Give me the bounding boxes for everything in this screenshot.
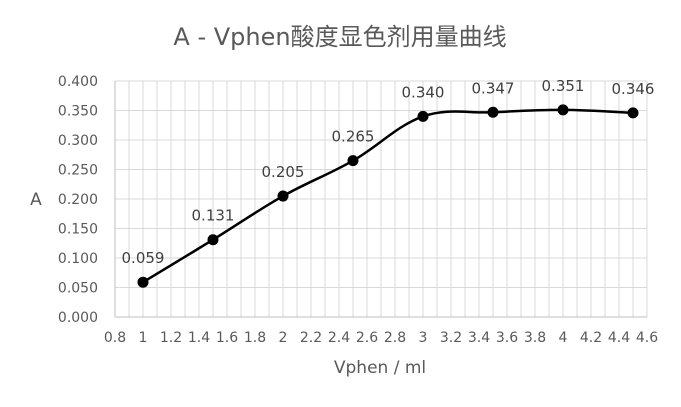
x-tick-label: 0.8: [104, 330, 126, 346]
y-tick-labels: 0.000 0.050 0.100 0.150 0.200 0.250 0.300 0.350…: [58, 74, 98, 326]
x-axis-title: Vphen / ml: [334, 358, 426, 378]
x-tick-label: 2.6: [356, 330, 378, 346]
x-tick-label: 2.4: [328, 330, 350, 346]
y-tick-label: 0.350: [58, 104, 98, 120]
x-tick-label: 3.6: [496, 330, 518, 346]
axis-layer: [114, 81, 647, 318]
x-tick-label: 4.2: [580, 330, 602, 346]
y-tick-label: 0.050: [58, 281, 98, 297]
y-tick-label: 0.200: [58, 192, 98, 208]
x-tick-label: 1.6: [216, 330, 238, 346]
data-point: [137, 276, 149, 288]
data-label: 0.346: [612, 80, 655, 98]
x-tick-label: 4: [559, 330, 568, 346]
y-tick-label: 0.150: [58, 222, 98, 238]
chart-title: A - Vphen酸度显色剂用量曲线: [173, 23, 506, 51]
data-label: 0.205: [262, 163, 305, 181]
x-tick-labels: 0.8 1 1.2 1.4 1.6 1.8 2 2.2 2.4 2.6 2.8 3 3.2 3.4 3.6 3…: [104, 330, 658, 346]
data-label: 0.131: [192, 207, 235, 225]
y-tick-label: 0.300: [58, 133, 98, 149]
x-tick-label: 4.4: [608, 330, 630, 346]
data-point: [347, 155, 359, 167]
x-tick-label: 1.8: [244, 330, 266, 346]
x-tick-label: 3.4: [468, 330, 490, 346]
grid-layer: [114, 80, 648, 317]
data-point: [487, 106, 499, 118]
data-point: [207, 234, 219, 246]
data-label-layer: 0.059 0.131 0.205 0.265 0.340 0.347 0.351 0.346: [122, 77, 655, 267]
x-tick-label: 2.8: [384, 330, 406, 346]
x-tick-label: 3.2: [440, 330, 462, 346]
x-tick-label: 3.8: [524, 330, 546, 346]
data-point: [417, 110, 429, 122]
y-tick-label: 0.000: [58, 310, 98, 326]
marker-layer: [137, 104, 639, 288]
series-line: [142, 108, 634, 284]
x-tick-label: 1.4: [188, 330, 210, 346]
data-label: 0.351: [542, 77, 585, 95]
x-tick-label: 1.2: [160, 330, 182, 346]
x-tick-label: 2: [279, 330, 288, 346]
data-point: [277, 190, 289, 202]
x-tick-label: 4.6: [636, 330, 658, 346]
y-tick-label: 0.100: [58, 251, 98, 267]
data-point: [557, 104, 569, 116]
data-label: 0.265: [332, 128, 375, 146]
data-point: [627, 107, 639, 119]
y-tick-label: 0.400: [58, 74, 98, 90]
data-label: 0.340: [402, 83, 445, 101]
data-label: 0.059: [122, 249, 165, 267]
data-label: 0.347: [472, 79, 515, 97]
x-tick-label: 1: [139, 330, 148, 346]
y-tick-label: 0.250: [58, 163, 98, 179]
y-axis-title: A: [30, 190, 42, 210]
x-tick-label: 3: [419, 330, 428, 346]
x-tick-label: 2.2: [300, 330, 322, 346]
